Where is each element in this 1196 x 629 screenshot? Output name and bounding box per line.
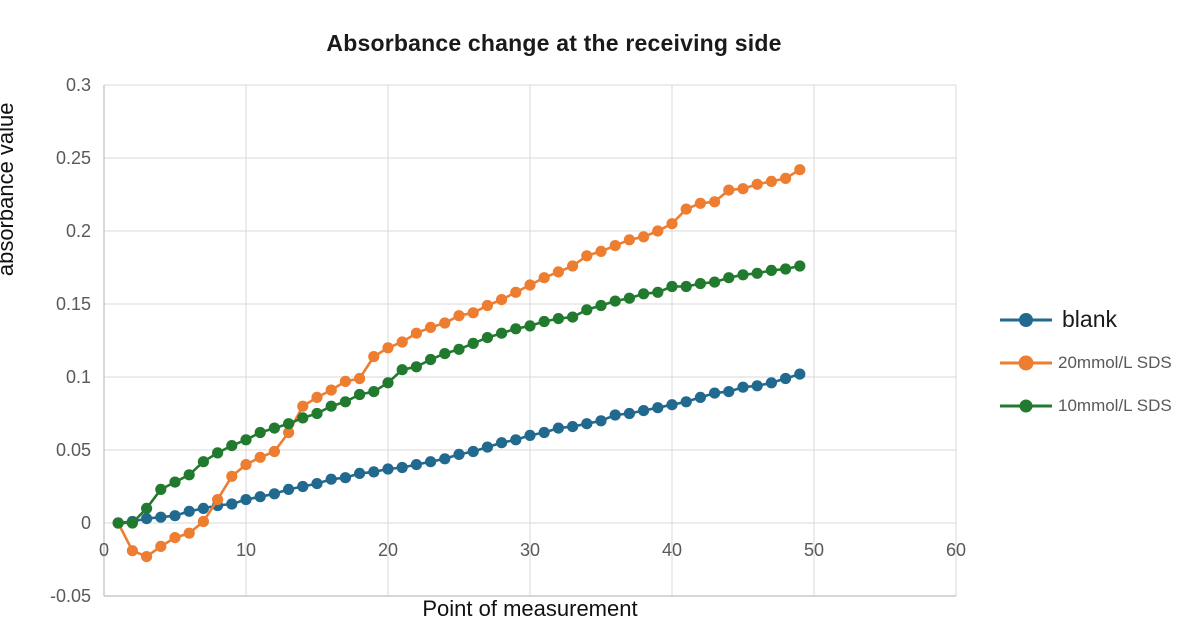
x-tick-label: 10 [236, 540, 256, 560]
y-tick-label: 0.1 [66, 367, 91, 387]
x-tick-label: 50 [804, 540, 824, 560]
y-tick-label: 0.3 [66, 75, 91, 95]
y-axis-title: absorbance value [0, 102, 18, 277]
x-tick-label: 60 [946, 540, 966, 560]
legend-label-10mmol-sds: 10mmol/L SDS [1058, 395, 1172, 415]
legend-marker-blank-icon [1000, 312, 1052, 327]
legend-label-20mmol-sds: 20mmol/L SDS [1058, 352, 1172, 372]
series-20mmol-l-sds [112, 164, 806, 563]
x-tick-label: 0 [99, 540, 109, 560]
series-10mmol-l-sds [112, 260, 806, 529]
legend: blank 20mmol/L SDS 10mmol/L SDS [1000, 298, 1196, 427]
legend-item-blank: blank [1000, 298, 1196, 341]
tick-labels: -0.05 0 0.05 0.1 0.15 0.2 0.25 0.3 0 10 20 30 40 50 60 [50, 75, 966, 606]
legend-label-blank: blank [1062, 306, 1117, 332]
chart-title: Absorbance change at the receiving side [326, 30, 782, 56]
x-tick-label: 30 [520, 540, 540, 560]
y-tick-label: 0.25 [56, 148, 91, 168]
x-tick-label: 40 [662, 540, 682, 560]
gridlines [103, 84, 957, 597]
y-tick-label: -0.05 [50, 586, 91, 606]
y-tick-label: 0 [81, 513, 91, 533]
legend-marker-20mmol-icon [1000, 355, 1052, 370]
y-tick-label: 0.05 [56, 440, 91, 460]
legend-item-10mmol-sds: 10mmol/L SDS [1000, 384, 1196, 427]
y-tick-label: 0.15 [56, 294, 91, 314]
legend-item-20mmol-sds: 20mmol/L SDS [1000, 341, 1196, 384]
series-blank [112, 368, 806, 529]
y-tick-label: 0.2 [66, 221, 91, 241]
legend-marker-10mmol-icon [1000, 399, 1052, 412]
x-tick-label: 20 [378, 540, 398, 560]
x-axis-title: Point of measurement [422, 596, 638, 621]
